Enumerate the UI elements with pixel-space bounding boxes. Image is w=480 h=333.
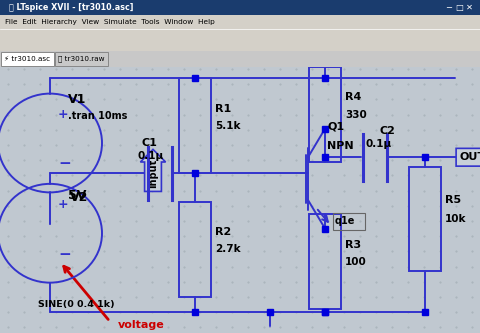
Text: C2: C2	[380, 126, 396, 136]
Text: +: +	[58, 198, 69, 211]
Text: 0.1μ: 0.1μ	[365, 139, 391, 149]
Text: 330: 330	[345, 110, 367, 120]
Text: File  Edit  Hierarchy  View  Simulate  Tools  Window  Help: File Edit Hierarchy View Simulate Tools …	[5, 19, 215, 25]
FancyBboxPatch shape	[55, 52, 108, 66]
Bar	[179, 78, 211, 173]
Text: 0.1μ: 0.1μ	[138, 151, 164, 161]
FancyBboxPatch shape	[1, 52, 54, 66]
Bar	[409, 167, 441, 271]
Text: 2.7k: 2.7k	[215, 244, 240, 254]
Text: 100: 100	[345, 257, 367, 267]
Text: NPN: NPN	[327, 141, 354, 151]
Text: −: −	[58, 247, 71, 262]
Text: ⚡ tr3010.asc: ⚡ tr3010.asc	[4, 56, 50, 62]
Text: SINE(0 0.4 1k): SINE(0 0.4 1k)	[38, 300, 115, 309]
Text: R1: R1	[215, 104, 231, 114]
Text: Q1: Q1	[327, 122, 344, 132]
Text: −: −	[445, 3, 452, 12]
Text: .tran 10ms: .tran 10ms	[68, 112, 127, 122]
Bar	[309, 214, 341, 309]
Text: R4: R4	[345, 92, 361, 103]
Bar	[333, 213, 365, 230]
Text: +: +	[58, 108, 69, 121]
Text: 5.1k: 5.1k	[215, 121, 240, 131]
Text: 🔺 LTspice XVII - [tr3010.asc]: 🔺 LTspice XVII - [tr3010.asc]	[9, 3, 133, 12]
Text: voltage: voltage	[118, 320, 165, 330]
Text: R5: R5	[445, 195, 461, 205]
Text: 🔶 tr3010.raw: 🔶 tr3010.raw	[58, 56, 104, 62]
Text: 5V: 5V	[68, 189, 86, 202]
Text: C1: C1	[142, 138, 158, 148]
Text: q1e: q1e	[335, 216, 355, 226]
Text: R2: R2	[215, 227, 231, 237]
Bar	[179, 202, 211, 297]
Text: □: □	[456, 3, 463, 12]
Text: V1: V1	[68, 93, 86, 106]
Text: ✕: ✕	[467, 3, 473, 12]
Text: −: −	[58, 157, 71, 171]
Text: 10k: 10k	[445, 214, 467, 224]
Text: OUT: OUT	[460, 152, 480, 162]
Text: V2: V2	[70, 191, 88, 204]
Bar	[309, 67, 341, 162]
Text: R3: R3	[345, 240, 361, 250]
Text: input: input	[148, 159, 158, 188]
